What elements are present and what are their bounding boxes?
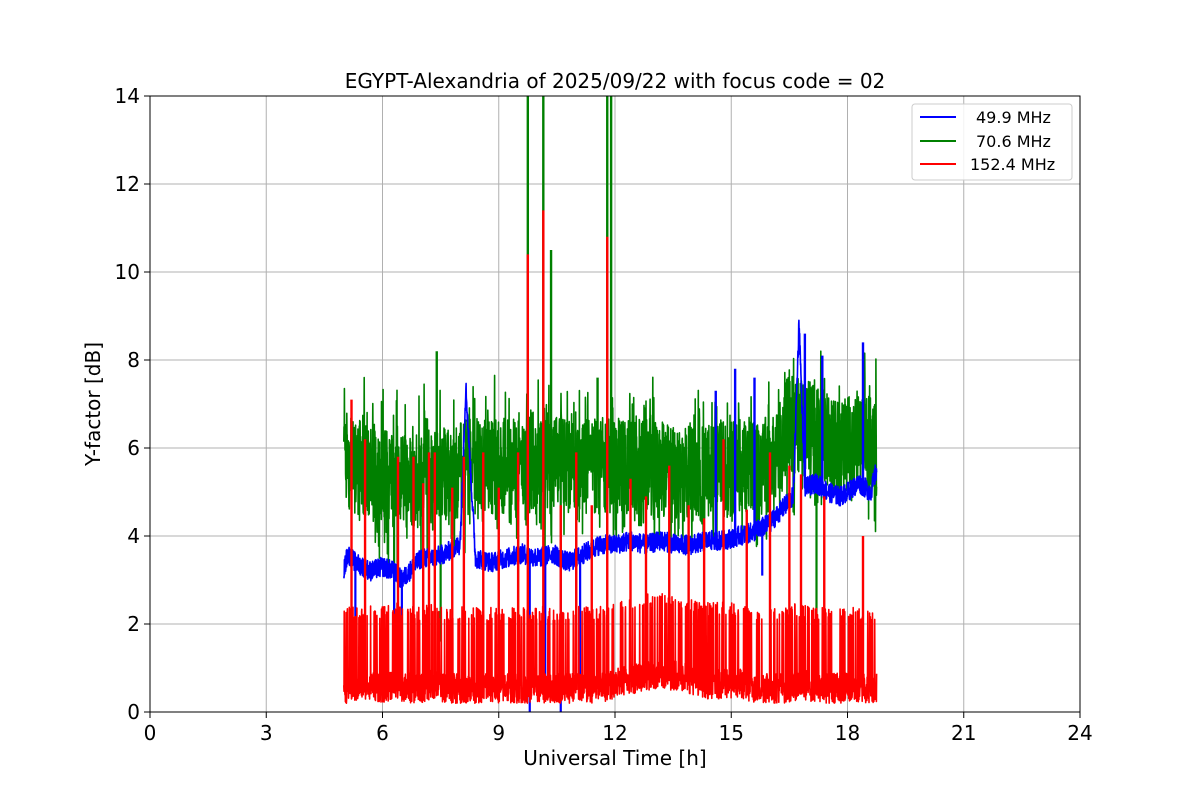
x-tick-label: 18: [835, 721, 860, 745]
y-tick-label: 14: [115, 84, 140, 108]
x-tick-label: 21: [951, 721, 976, 745]
y-ticks: 0 2 4 6 8 10 12 14: [115, 84, 150, 724]
legend-label-70-6: 70.6 MHz: [976, 132, 1051, 151]
y-tick-label: 8: [127, 348, 140, 372]
series-152-4-mhz: [343, 210, 878, 704]
x-tick-label: 15: [719, 721, 744, 745]
x-tick-label: 0: [144, 721, 157, 745]
legend-label-152-4: 152.4 MHz: [970, 155, 1055, 174]
y-tick-label: 12: [115, 172, 140, 196]
x-tick-label: 24: [1067, 721, 1092, 745]
y-tick-label: 10: [115, 260, 140, 284]
chart-title: EGYPT-Alexandria of 2025/09/22 with focu…: [345, 69, 886, 93]
legend-label-49-9: 49.9 MHz: [976, 108, 1051, 127]
series-layer: [343, 96, 878, 712]
series-line: [343, 593, 878, 704]
legend: 49.9 MHz 70.6 MHz 152.4 MHz: [911, 103, 1073, 181]
series-line: [343, 319, 878, 589]
y-tick-label: 0: [127, 700, 140, 724]
y-tick-label: 2: [127, 612, 140, 636]
legend-box: [911, 103, 1073, 181]
y-tick-label: 6: [127, 436, 140, 460]
y-axis-label: Y-factor [dB]: [81, 342, 105, 467]
x-axis-label: Universal Time [h]: [523, 746, 706, 770]
series-line: [343, 350, 878, 572]
x-tick-label: 3: [260, 721, 273, 745]
x-tick-label: 6: [376, 721, 389, 745]
x-tick-label: 12: [602, 721, 627, 745]
x-ticks: 0 3 6 9 12 15 18 21 24: [144, 712, 1093, 745]
x-tick-label: 9: [492, 721, 505, 745]
y-tick-label: 4: [127, 524, 140, 548]
